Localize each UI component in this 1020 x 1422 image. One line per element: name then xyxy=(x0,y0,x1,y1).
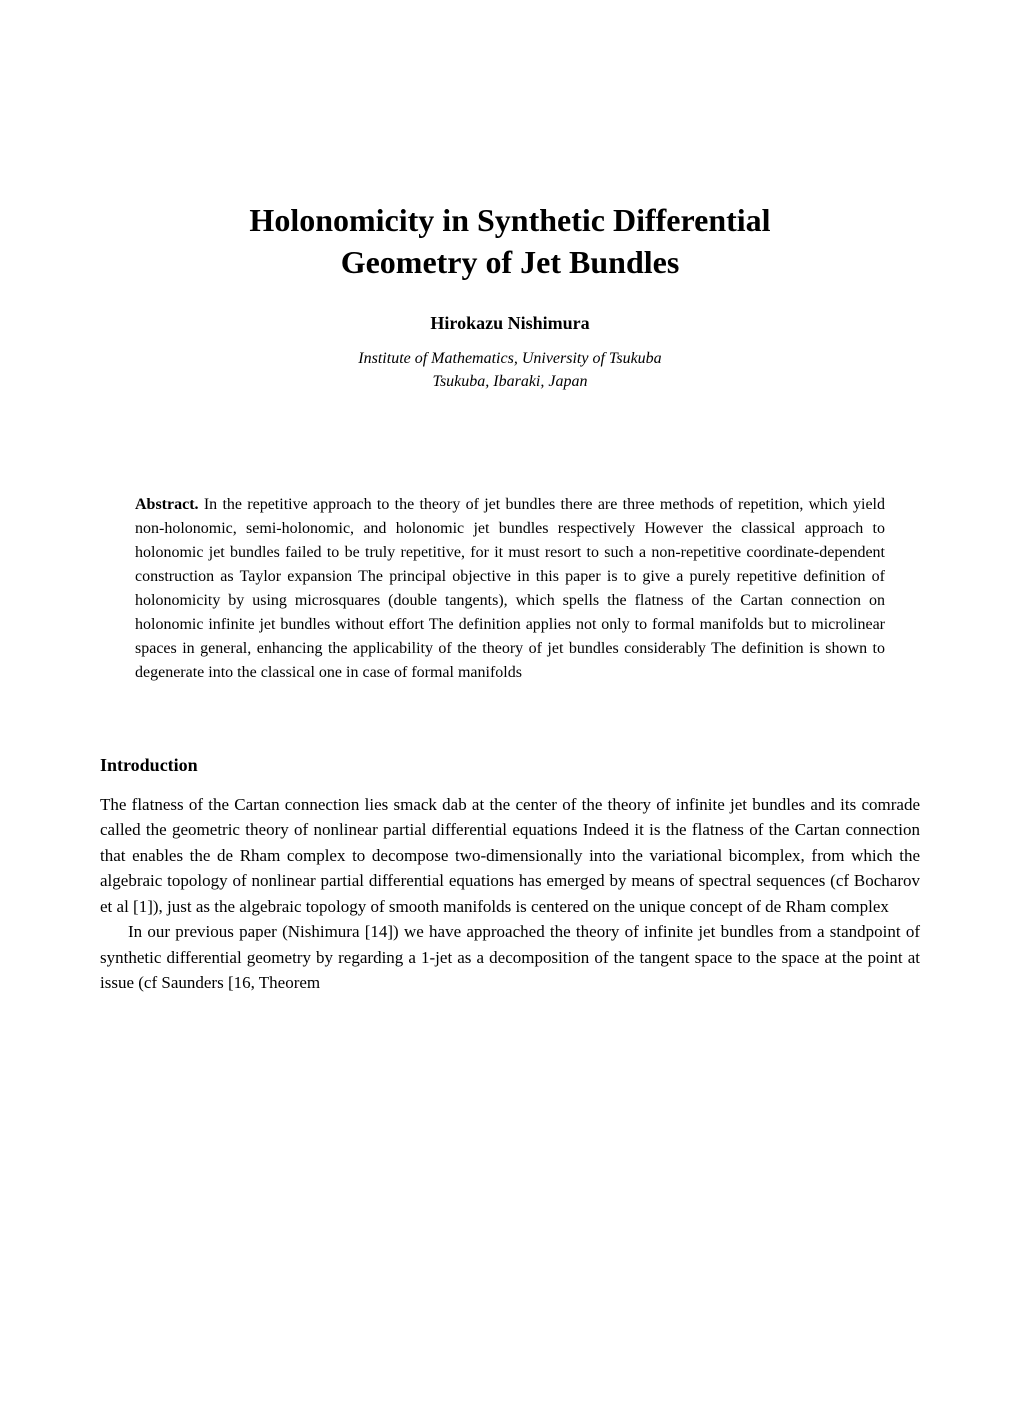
abstract-text: In the repetitive approach to the theory… xyxy=(135,496,885,681)
affiliation-line-1: Institute of Mathematics, University of … xyxy=(358,350,661,367)
section-heading-introduction: Introduction xyxy=(100,755,920,776)
intro-paragraph-2: In our previous paper (Nishimura [14]) w… xyxy=(100,919,920,996)
paper-title: Holonomicity in Synthetic Differential G… xyxy=(100,200,920,283)
title-line-1: Holonomicity in Synthetic Differential xyxy=(249,202,770,238)
author-affiliation: Institute of Mathematics, University of … xyxy=(100,348,920,393)
abstract-block: Abstract. In the repetitive approach to … xyxy=(135,493,885,685)
title-line-2: Geometry of Jet Bundles xyxy=(341,244,680,280)
affiliation-line-2: Tsukuba, Ibaraki, Japan xyxy=(433,373,588,390)
author-name: Hirokazu Nishimura xyxy=(100,313,920,334)
abstract-label: Abstract. xyxy=(135,496,199,513)
intro-paragraph-1: The flatness of the Cartan connection li… xyxy=(100,792,920,920)
